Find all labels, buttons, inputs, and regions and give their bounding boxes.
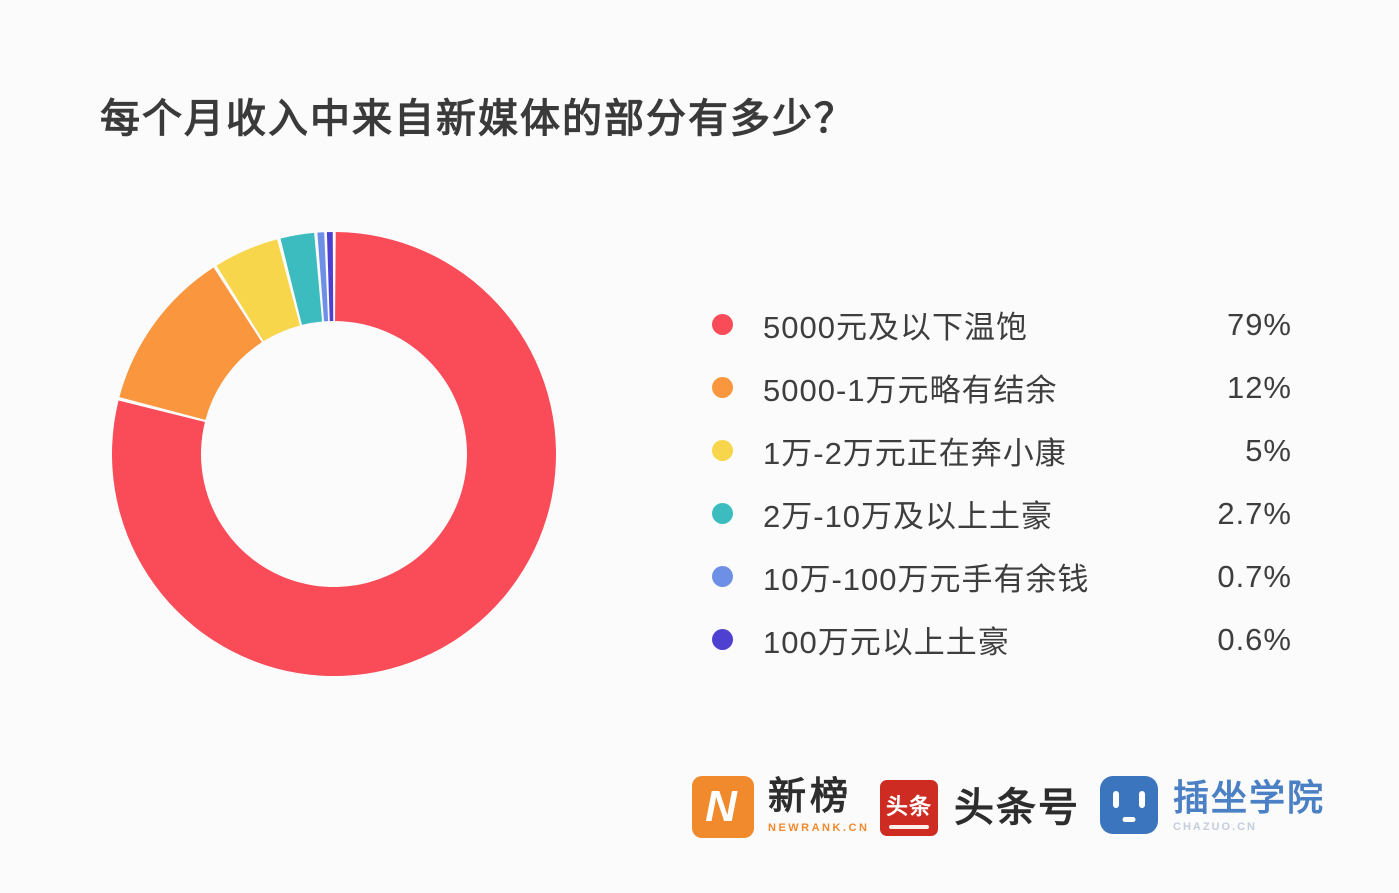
chart-title: 每个月收入中来自新媒体的部分有多少？: [100, 97, 856, 141]
toutiao-logo-name: 头条号: [954, 786, 1080, 830]
toutiao-icon-text: 头条: [885, 794, 932, 819]
toutiao-icon: 头条: [880, 780, 938, 836]
donut-slice-0: [112, 232, 557, 677]
legend-color-dot: [712, 629, 733, 650]
chazuo-logo-caption: CHAZUO.CN: [1173, 821, 1257, 834]
legend-color-dot: [712, 377, 733, 398]
legend-value: 79%: [1226, 306, 1292, 342]
legend-item: 5000-1万元略有结余 12%: [712, 356, 1292, 419]
chazuo-face-mouth: [1122, 817, 1136, 822]
donut-slice-4: [317, 232, 329, 322]
legend-color-dot: [712, 503, 733, 524]
donut-chart: [112, 232, 557, 677]
legend-label: 2万-10万及以上土豪: [763, 499, 1054, 534]
chazuo-logo-name: 插坐学院: [1173, 777, 1326, 818]
legend-label: 1万-2万元正在奔小康: [763, 436, 1067, 471]
donut-slice-3: [280, 232, 323, 325]
toutiao-icon-subtext-bar: [889, 825, 929, 829]
donut-slice-1: [119, 267, 262, 420]
legend-color-dot: [712, 440, 733, 461]
legend-color-dot: [712, 314, 733, 335]
toutiao-logo: 头条 头条号: [880, 780, 1080, 836]
newrank-logo: N 新榜 NEWRANK.CN: [692, 776, 869, 838]
footer-logos: N 新榜 NEWRANK.CN 头条 头条号 插坐学院 CHAZUO.CN: [0, 772, 1399, 862]
legend-color-dot: [712, 566, 733, 587]
legend-item: 2万-10万及以上土豪 2.7%: [712, 482, 1292, 545]
legend-item: 5000元及以下温饱 79%: [712, 293, 1292, 356]
donut-chart-container: [110, 230, 558, 678]
legend-item: 100万元以上土豪 0.6%: [712, 608, 1292, 671]
newrank-icon: N: [692, 776, 754, 838]
legend-label: 10万-100万元手有余钱: [763, 562, 1090, 597]
chazuo-face-right-eye: [1139, 791, 1145, 808]
donut-slice-2: [216, 239, 300, 342]
legend-label: 100万元以上土豪: [763, 625, 1010, 660]
legend-value: 5%: [1245, 432, 1292, 468]
donut-slice-5: [326, 232, 334, 322]
newrank-n-glyph: N: [705, 782, 737, 831]
legend-item: 1万-2万元正在奔小康 5%: [712, 419, 1292, 482]
chart-legend: 5000元及以下温饱 79% 5000-1万元略有结余 12% 1万-2万元正在奔小康 5…: [712, 293, 1292, 671]
newrank-logo-name: 新榜: [768, 776, 853, 818]
chazuo-logo: 插坐学院 CHAZUO.CN: [1100, 776, 1325, 834]
legend-value: 0.7%: [1217, 558, 1292, 594]
legend-label: 5000-1万元略有结余: [763, 373, 1058, 408]
legend-value: 2.7%: [1217, 495, 1292, 531]
newrank-logo-caption: NEWRANK.CN: [768, 821, 870, 834]
chazuo-face-left-eye: [1113, 791, 1119, 808]
legend-value: 0.6%: [1217, 621, 1292, 657]
legend-label: 5000元及以下温饱: [763, 310, 1028, 345]
legend-item: 10万-100万元手有余钱 0.7%: [712, 545, 1292, 608]
legend-value: 12%: [1226, 369, 1292, 405]
chazuo-face-icon: [1100, 776, 1158, 834]
